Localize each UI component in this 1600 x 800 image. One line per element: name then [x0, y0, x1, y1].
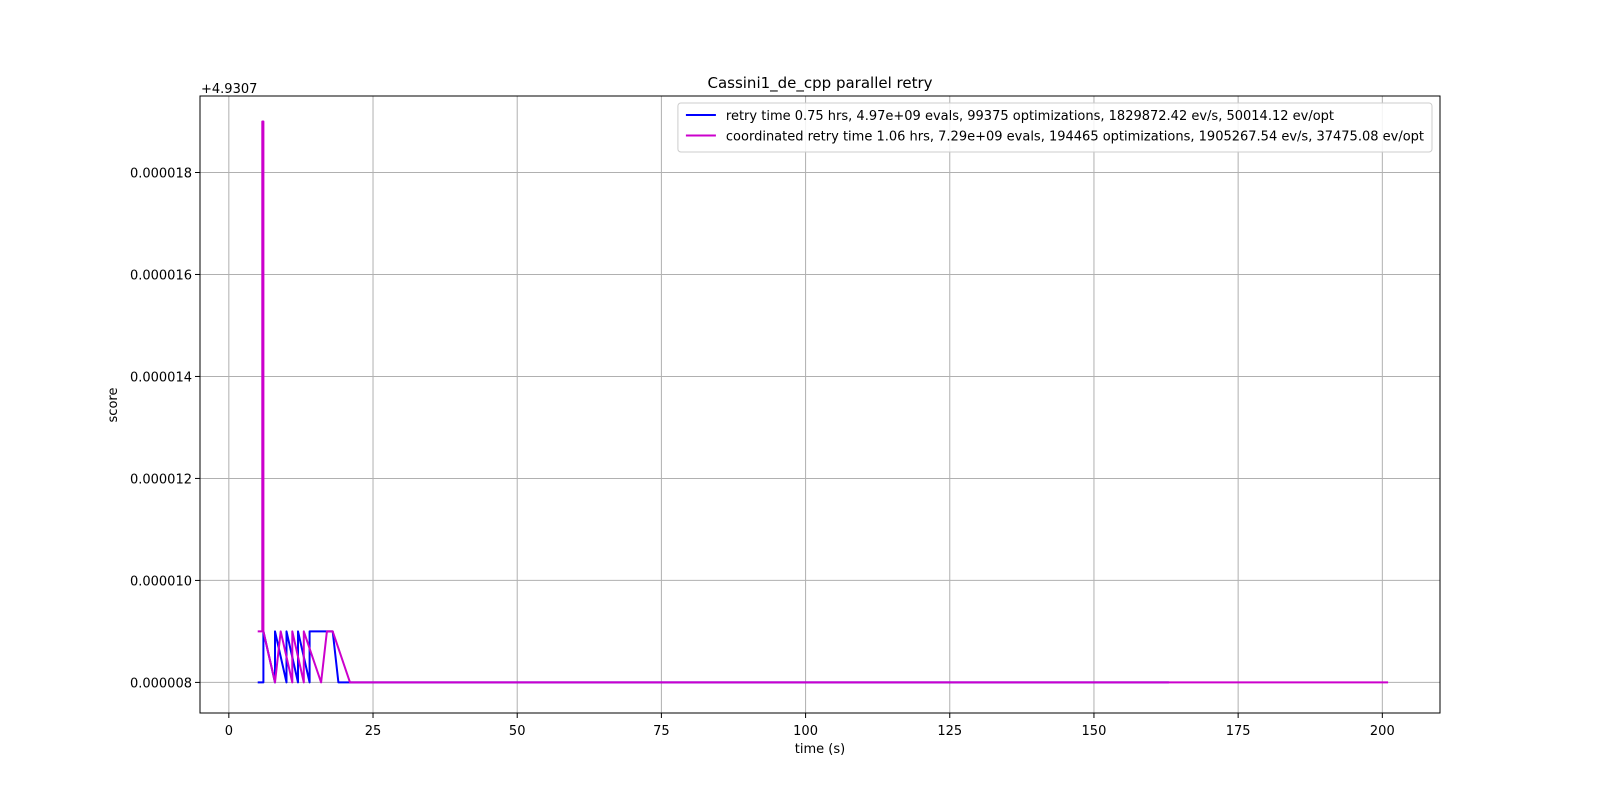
y-axis: 0.000008 0.000010 0.000012 0.000014 0.000016… [130, 166, 200, 691]
x-tick-label: 175 [1226, 724, 1251, 739]
y-tick-label: 0.000008 [130, 676, 192, 691]
y-tick-label: 0.000014 [130, 370, 192, 385]
y-tick-label: 0.000012 [130, 472, 192, 487]
x-axis: 0 25 50 75 100 125 150 175 200 [225, 713, 1395, 739]
x-tick-label: 0 [225, 724, 233, 739]
legend: retry time 0.75 hrs, 4.97e+09 evals, 993… [677, 102, 1433, 153]
y-offset-text: +4.9307 [201, 82, 257, 97]
x-tick-label: 75 [653, 724, 670, 739]
x-axis-label: time (s) [795, 742, 845, 757]
y-tick-label: 0.000016 [130, 268, 192, 283]
x-tick-label: 25 [365, 724, 382, 739]
x-tick-label: 200 [1370, 724, 1395, 739]
x-tick-label: 125 [937, 724, 962, 739]
series-layer [257, 120, 1389, 684]
plot-area-frame [199, 95, 1441, 714]
legend-box [677, 102, 1433, 153]
x-tick-label: 150 [1082, 724, 1107, 739]
legend-label-1: retry time 0.75 hrs, 4.97e+09 evals, 993… [726, 109, 1334, 124]
y-tick-label: 0.000010 [130, 574, 192, 589]
y-tick-label: 0.000018 [130, 166, 192, 181]
y-axis-label: score [106, 388, 121, 423]
legend-label-2: coordinated retry time 1.06 hrs, 7.29e+0… [726, 130, 1424, 145]
x-tick-label: 50 [509, 724, 526, 739]
chart-title: Cassini1_de_cpp parallel retry [707, 74, 932, 93]
x-tick-label: 100 [793, 724, 818, 739]
series-line-2 [257, 120, 1389, 684]
